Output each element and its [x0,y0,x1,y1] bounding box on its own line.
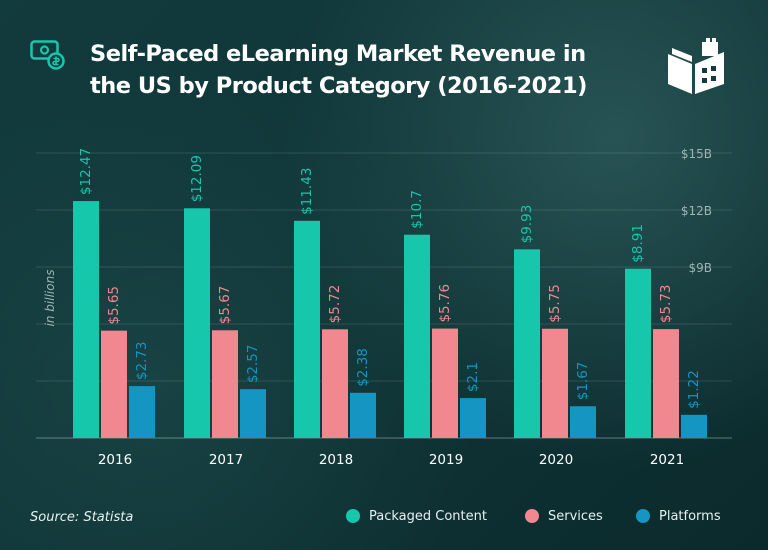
bar-platforms-2018 [350,392,376,438]
money-chart-icon [30,40,65,70]
x-tick-label: 2019 [429,452,463,468]
bar-value-label: $5.76 [437,284,453,323]
bar-packaged-content-2021 [625,268,651,438]
legend-swatch-platforms [636,509,650,523]
bar-services-2018 [322,329,348,438]
bar-services-2021 [653,329,679,438]
bar-value-label: $12.09 [189,155,205,202]
y-tick-label: $12B [681,204,712,218]
bar-services-2020 [542,328,568,438]
legend-item-services: Services [525,506,603,526]
legend-label-packaged-content: Packaged Content [369,508,487,524]
x-tick-label: 2018 [319,452,353,468]
bar-value-label: $2.73 [134,341,150,380]
x-tick-label: 2021 [650,452,684,468]
legend-item-packaged-content: Packaged Content [346,506,487,526]
chart-title: Self-Paced eLearning Market Revenue in t… [90,41,587,99]
bar-services-2016 [101,330,127,438]
bar-value-label: $5.65 [106,286,122,325]
bar-value-label: $5.72 [327,285,343,324]
x-tick-label: 2020 [539,452,573,468]
bar-value-labels: $12.47 $5.65 $2.73 $12.09 $5.67 $2.57 $11.43 $5… [78,148,702,409]
bar-value-label: $5.75 [547,284,563,323]
bar-platforms-2019 [460,398,486,438]
bar-value-label: $11.43 [299,168,315,215]
legend-item-platforms: Platforms [636,506,721,526]
bar-value-label: $1.22 [686,370,702,409]
bar-value-label: $2.57 [245,345,261,384]
bar-packaged-content-2018 [294,220,320,438]
bar-services-2017 [212,330,238,438]
legend-label-platforms: Platforms [659,508,721,524]
bar-packaged-content-2020 [514,249,540,438]
bar-packaged-content-2019 [404,234,430,438]
bar-platforms-2021 [681,414,707,438]
x-tick-label: 2017 [209,452,243,468]
bar-value-label: $2.1 [465,362,481,392]
bar-value-label: $12.47 [78,148,94,195]
bar-value-label: $9.93 [519,205,535,244]
book-building-logo [668,38,724,94]
y-tick-label: $9B [688,261,712,275]
bar-packaged-content-2017 [184,208,210,438]
bar-platforms-2020 [570,406,596,438]
bar-value-label: $1.67 [575,362,591,401]
legend-label-services: Services [548,508,603,524]
bar-services-2019 [432,328,458,438]
y-axis-label: in billions [43,270,57,327]
bar-platforms-2017 [240,389,266,438]
bar-platforms-2016 [129,386,155,438]
legend-swatch-packaged-content [346,509,360,523]
bar-value-label: $10.7 [409,190,425,229]
y-tick-label: $15B [681,147,712,161]
x-axis-labels: 2016 2017 2018 2019 2020 2021 [98,452,684,468]
source-note: Source: Statista [30,510,134,525]
legend-swatch-services [525,509,539,523]
bar-value-label: $2.38 [355,348,371,387]
x-tick-label: 2016 [98,452,132,468]
bar-packaged-content-2016 [73,201,99,438]
bar-value-label: $5.73 [658,284,674,323]
bar-value-label: $5.67 [217,286,233,325]
bars [73,201,707,438]
y-axis-ticks: $9B $12B $15B [681,147,712,275]
bar-value-label: $8.91 [630,224,646,263]
